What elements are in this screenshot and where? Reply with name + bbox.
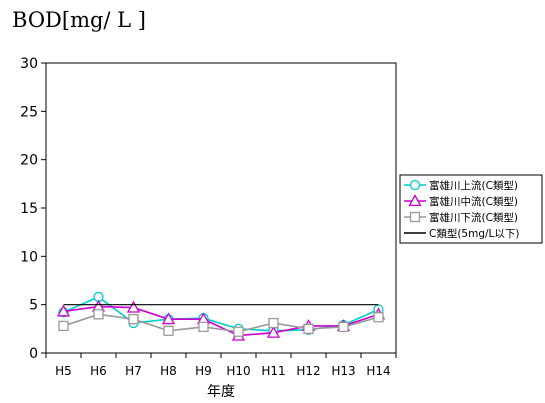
data-point (93, 309, 104, 320)
x-tick-label: H5 (55, 364, 72, 378)
legend-label: 富雄川下流(C類型) (429, 211, 518, 224)
data-point (198, 321, 209, 333)
series-line (63, 313, 379, 333)
y-tick-label: 5 (29, 298, 38, 314)
legend-label: 富雄川中流(C類型) (429, 195, 518, 208)
y-axis-unit-label: BOD[mg/ L ] (12, 8, 146, 32)
x-tick-label: H13 (331, 364, 355, 378)
x-tick-label: H12 (296, 364, 320, 378)
x-tick-label: H11 (261, 364, 285, 378)
data-point (56, 304, 71, 317)
x-tick-label: H6 (90, 364, 107, 378)
data-point (408, 194, 422, 207)
data-point (126, 300, 141, 313)
legend-item: 富雄川中流(C類型) (404, 194, 518, 208)
x-axis-label: 年度 (207, 384, 235, 399)
series-2 (56, 299, 386, 341)
legend-item: C類型(5mg/L以下) (404, 227, 520, 240)
data-point (128, 314, 139, 325)
x-tick-label: H10 (226, 364, 250, 378)
data-point (163, 325, 174, 336)
data-point (266, 325, 281, 338)
data-point (409, 211, 421, 223)
y-tick-label: 30 (20, 56, 38, 72)
data-point (233, 326, 244, 337)
x-tick-label: H8 (160, 364, 177, 378)
x-tick-label: H7 (125, 364, 142, 378)
y-tick-label: 15 (20, 201, 38, 217)
legend-label: 富雄川上流(C類型) (429, 179, 518, 192)
x-tick-label: H14 (366, 364, 390, 378)
series-3 (58, 309, 384, 337)
data-point (338, 321, 349, 333)
data-point (303, 323, 314, 334)
data-point (58, 320, 69, 332)
data-point (268, 317, 279, 329)
y-tick-label: 25 (20, 104, 38, 120)
legend: 富雄川上流(C類型) 富雄川中流(C類型) 富雄川下流(C類型) C類型(5mg/L以… (399, 174, 543, 244)
y-tick-label: 10 (20, 249, 38, 265)
series-line (63, 305, 379, 337)
data-point (373, 312, 384, 323)
y-tick-label: 0 (29, 346, 38, 362)
legend-label: C類型(5mg/L以下) (429, 227, 520, 240)
x-tick-label: H9 (195, 364, 212, 378)
legend-box (399, 174, 543, 244)
data-point (409, 179, 421, 191)
data-point (161, 312, 176, 325)
legend-item: 富雄川下流(C類型) (404, 211, 518, 224)
y-tick-label: 20 (20, 153, 38, 169)
legend-item: 富雄川上流(C類型) (404, 179, 518, 192)
